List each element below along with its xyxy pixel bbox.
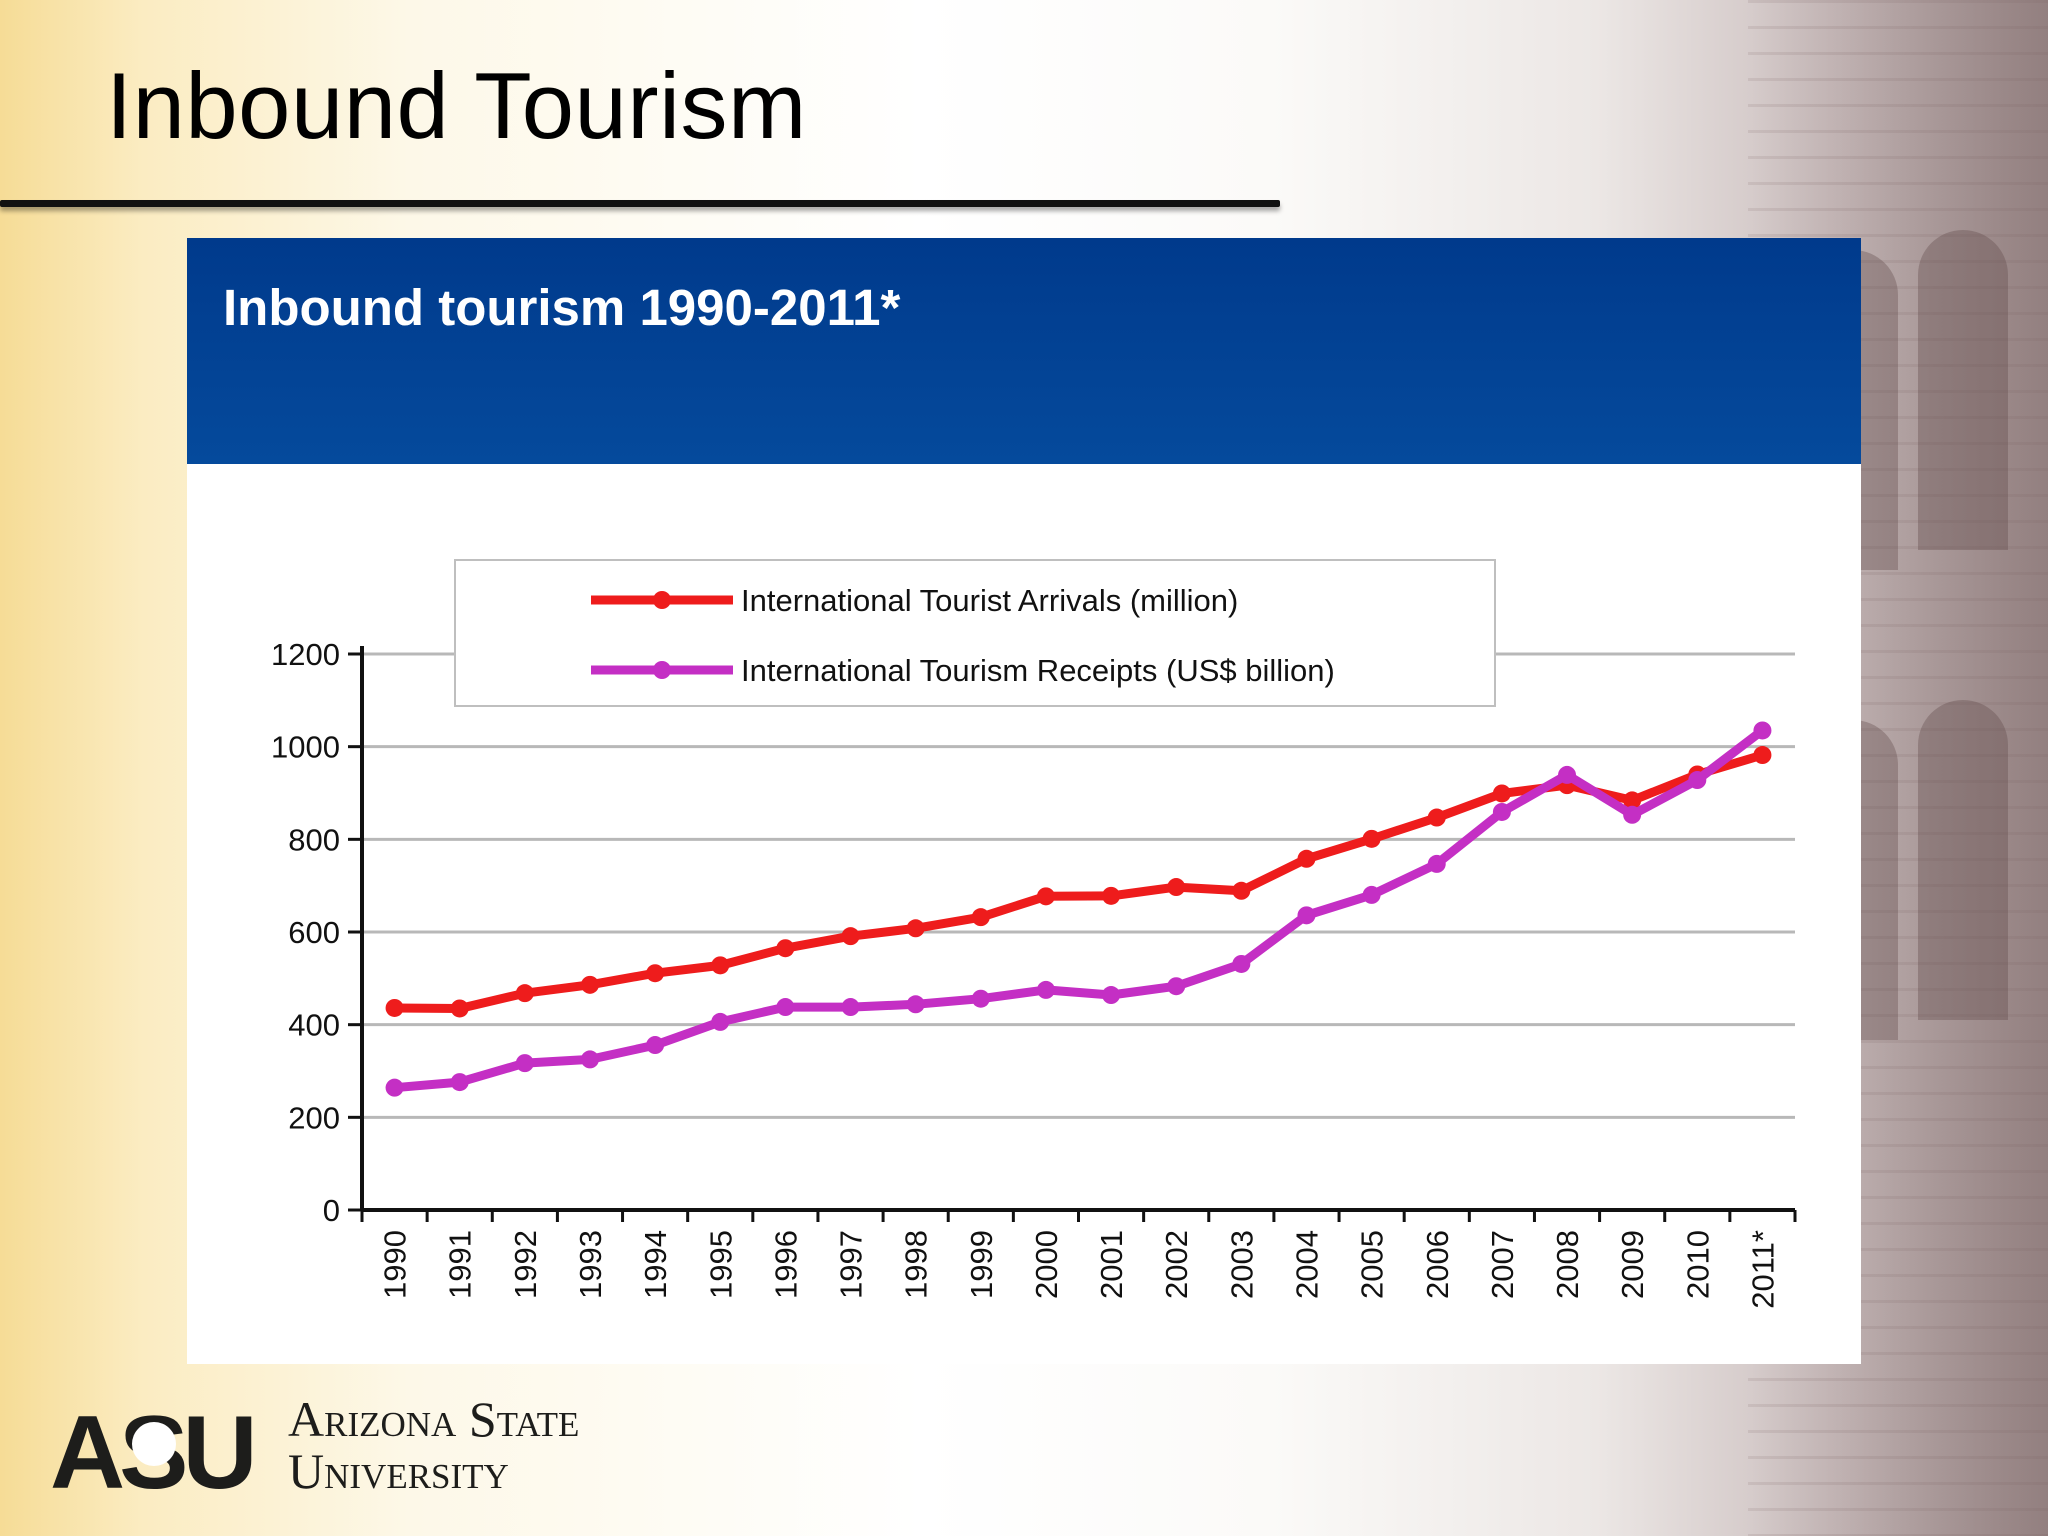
data-point (1102, 986, 1121, 1005)
y-tick-label: 600 (288, 915, 340, 950)
x-tick-label: 1991 (443, 1230, 478, 1299)
background-arch (1918, 230, 2008, 550)
x-tick-label: 2005 (1355, 1230, 1390, 1299)
legend-marker (653, 591, 671, 609)
x-tick-label: 2002 (1159, 1230, 1194, 1299)
x-tick-label: 2011* (1745, 1230, 1780, 1309)
line-chart: 0 200 400 600 800 1000 1200 1990 1991 1992 1993 199… (271, 559, 1797, 1309)
data-point (385, 998, 404, 1017)
legend-marker (653, 661, 671, 679)
data-point (1688, 771, 1707, 790)
slide-title: Inbound Tourism (106, 53, 807, 158)
data-point (1036, 980, 1055, 999)
x-tick-label: 1996 (768, 1230, 803, 1299)
data-point (971, 908, 990, 927)
data-point (776, 998, 795, 1017)
data-point (646, 964, 665, 983)
data-point (711, 1012, 730, 1031)
data-point (1036, 887, 1055, 906)
sunburst-icon (132, 1422, 176, 1466)
data-point (1362, 829, 1381, 848)
data-point (1427, 808, 1446, 827)
y-tick-label: 200 (288, 1100, 340, 1135)
data-point (776, 939, 795, 958)
logo-line-1: Arizona State (288, 1391, 579, 1447)
data-point (580, 1050, 599, 1069)
data-point (1492, 784, 1511, 803)
x-tick-label: 2003 (1224, 1230, 1259, 1299)
data-point (1297, 906, 1316, 925)
series-line (390, 725, 1767, 1093)
y-tick-label: 1200 (271, 637, 340, 672)
data-point (1167, 977, 1186, 996)
chart-banner: Inbound tourism 1990-2011* (187, 238, 1861, 464)
x-tick-label: 1993 (573, 1230, 608, 1299)
legend-label: International Tourism Receipts (US$ bill… (741, 653, 1335, 688)
data-point (580, 975, 599, 994)
data-point (711, 956, 730, 975)
data-point (971, 989, 990, 1008)
data-point (1167, 878, 1186, 897)
data-point (906, 995, 925, 1014)
y-tick-label: 400 (288, 1008, 340, 1043)
x-tick-label: 2010 (1680, 1230, 1715, 1299)
x-tick-label: 2009 (1615, 1230, 1650, 1299)
x-tick-label: 2001 (1094, 1230, 1129, 1299)
data-point (906, 919, 925, 938)
legend-box (454, 559, 1496, 707)
data-point (1753, 746, 1772, 765)
x-tick-label: 1998 (899, 1230, 934, 1299)
x-tick-label: 2007 (1485, 1230, 1520, 1299)
y-tick-label: 1000 (271, 730, 340, 765)
chart-frame: Inbound tourism 1990-2011* 0 200 400 600 800… (187, 238, 1861, 1364)
data-point (1102, 886, 1121, 905)
data-point (450, 1073, 469, 1092)
background-arch (1918, 700, 2008, 1020)
data-point (385, 1078, 404, 1097)
x-tick-label: 2004 (1289, 1230, 1324, 1299)
logo-line-2: University (288, 1443, 509, 1499)
data-point (515, 1054, 534, 1073)
x-tick-label: 1997 (834, 1230, 869, 1299)
data-point (515, 984, 534, 1003)
data-point (1623, 805, 1642, 824)
data-point (1623, 791, 1642, 810)
x-tick-label: 1990 (378, 1230, 413, 1299)
chart-title: Inbound tourism 1990-2011* (223, 279, 901, 336)
series-line (390, 750, 1767, 1013)
data-point (1297, 849, 1316, 868)
legend-label: International Tourist Arrivals (million) (741, 583, 1238, 618)
x-tick-label: 1999 (964, 1230, 999, 1299)
data-point (450, 999, 469, 1018)
asu-logo: ASU Arizona State University (50, 1391, 579, 1500)
x-tick-label: 1994 (638, 1230, 673, 1299)
y-tick-label: 800 (288, 822, 340, 857)
data-point (1232, 881, 1251, 900)
data-point (841, 927, 860, 946)
data-point (646, 1036, 665, 1055)
x-tick-label: 1992 (508, 1230, 543, 1299)
x-tick-label: 2006 (1420, 1230, 1455, 1299)
y-tick-label: 0 (323, 1193, 340, 1228)
x-tick-label: 2008 (1550, 1230, 1585, 1299)
data-point (1232, 954, 1251, 973)
data-point (1427, 854, 1446, 873)
data-point (1492, 802, 1511, 821)
data-point (841, 998, 860, 1017)
title-divider (0, 200, 1280, 207)
x-tick-label: 1995 (703, 1230, 738, 1299)
data-point (1362, 885, 1381, 904)
x-tick-label: 2000 (1029, 1230, 1064, 1299)
data-point (1753, 721, 1772, 740)
data-point (1558, 765, 1577, 784)
